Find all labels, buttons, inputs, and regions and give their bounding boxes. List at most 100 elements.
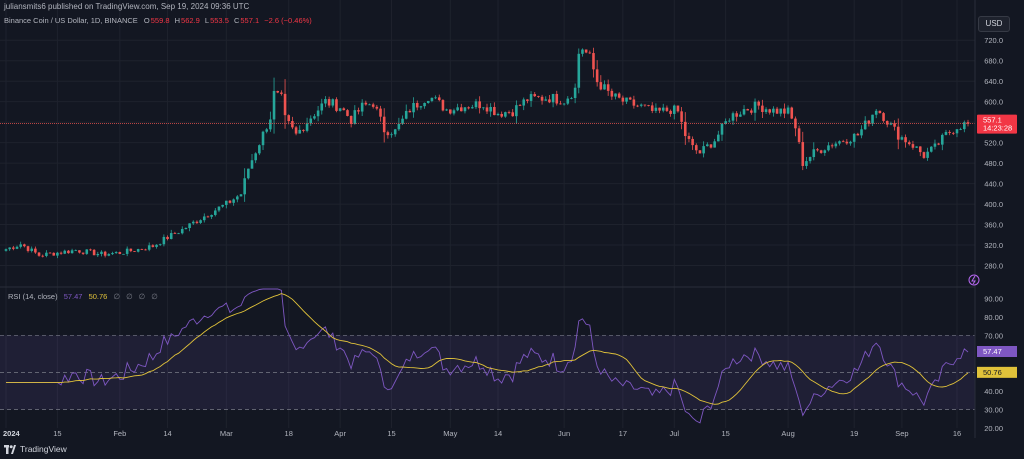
candle-body — [672, 105, 676, 114]
candle-body — [823, 150, 827, 153]
candle — [794, 116, 797, 137]
candle-body — [382, 116, 386, 133]
candle — [199, 219, 202, 224]
candle — [926, 147, 929, 161]
grid — [0, 0, 975, 428]
candle-body — [595, 69, 599, 83]
candle — [379, 105, 382, 122]
candle-body — [683, 121, 687, 137]
candle — [78, 250, 81, 254]
candle — [823, 149, 827, 156]
candle — [100, 250, 103, 257]
candle-body — [291, 121, 294, 128]
candle — [371, 102, 375, 109]
candle — [522, 97, 526, 111]
tradingview-brand[interactable]: TradingView — [4, 444, 67, 454]
candle-body — [23, 244, 26, 247]
candle — [852, 132, 856, 148]
candle — [393, 128, 397, 137]
price-tick-label: 600.0 — [984, 98, 1003, 107]
candle — [761, 99, 764, 119]
candle-body — [526, 99, 529, 101]
candle-body — [393, 129, 397, 135]
candle — [504, 111, 507, 118]
candle-body — [709, 144, 713, 148]
candle — [746, 108, 749, 111]
candle — [724, 118, 727, 125]
candle-body — [217, 206, 221, 211]
rsi-axis[interactable]: 90.0080.0070.0060.0050.0040.0030.0020.00… — [977, 294, 1017, 433]
candle-body — [735, 113, 738, 117]
candle-body — [643, 104, 647, 106]
time-tick-label: Aug — [781, 429, 794, 438]
candle-body — [103, 251, 107, 256]
candle-body — [669, 110, 672, 114]
candle-body — [907, 142, 911, 145]
rsi-settings-icons[interactable]: ∅ ∅ ∅ ∅ — [113, 292, 160, 301]
candle — [232, 198, 235, 206]
candle-body — [52, 252, 56, 256]
candle — [419, 105, 423, 110]
time-tick-label: Jul — [669, 429, 679, 438]
candle-body — [320, 103, 324, 111]
candle-body — [81, 252, 85, 254]
candle — [764, 107, 768, 114]
candle-body — [772, 108, 775, 113]
lightning-icon[interactable] — [968, 274, 980, 286]
candle-body — [441, 100, 445, 111]
candle — [929, 146, 933, 153]
candle — [717, 130, 720, 142]
candle-body — [764, 109, 768, 112]
candle — [12, 245, 15, 251]
rsi-ma-last-marker — [977, 366, 1017, 378]
candle-body — [654, 107, 658, 111]
candle-body — [665, 107, 669, 111]
candle-body — [676, 105, 680, 112]
candle-body — [540, 96, 544, 101]
rsi-legend[interactable]: RSI (14, close) 57.47 50.76 ∅ ∅ ∅ ∅ — [8, 292, 160, 301]
candle — [382, 108, 386, 143]
candle-body — [56, 252, 59, 256]
candle-body — [834, 143, 838, 147]
candle-body — [390, 134, 393, 136]
candle-body — [48, 252, 52, 254]
candle — [944, 129, 948, 136]
price-tick-label: 640.0 — [984, 77, 1003, 86]
candle-body — [8, 247, 11, 250]
currency-button[interactable]: USD — [978, 16, 1010, 32]
price-axis[interactable]: 720.0680.0640.0600.0560.0520.0480.0440.0… — [977, 36, 1017, 271]
candle-body — [412, 102, 415, 113]
candle — [342, 107, 346, 111]
candle-body — [581, 49, 584, 54]
candle — [753, 98, 757, 121]
time-tick-label: 15 — [387, 429, 395, 438]
candle — [173, 231, 177, 234]
candle — [566, 96, 570, 106]
candle — [617, 92, 621, 99]
candle-body — [610, 90, 614, 97]
candle — [45, 250, 48, 258]
candle — [155, 244, 158, 249]
candle-body — [856, 133, 860, 136]
candle-body — [496, 113, 500, 116]
candle-body — [750, 110, 753, 113]
high-value: 562.9 — [181, 16, 200, 25]
candle — [474, 98, 478, 110]
candle-body — [713, 141, 716, 148]
candle-body — [801, 142, 805, 166]
price-tick-label: 480.0 — [984, 159, 1003, 168]
low-value: 553.5 — [210, 16, 229, 25]
candle — [331, 98, 335, 108]
candle — [482, 107, 485, 111]
candle-body — [309, 118, 313, 124]
candle-body — [265, 129, 268, 132]
candle — [217, 206, 221, 213]
candle-body — [173, 233, 177, 234]
candle-body — [845, 141, 849, 144]
candle-body — [133, 251, 136, 252]
candle — [676, 105, 680, 113]
candle — [375, 104, 379, 111]
rsi-ma-last-label: 50.76 — [983, 368, 1002, 377]
time-axis[interactable]: 2024 15 Feb 14 Mar 18 Apr 15 May 14 Jun 17 Jul 15 Aug 1… — [3, 429, 961, 438]
